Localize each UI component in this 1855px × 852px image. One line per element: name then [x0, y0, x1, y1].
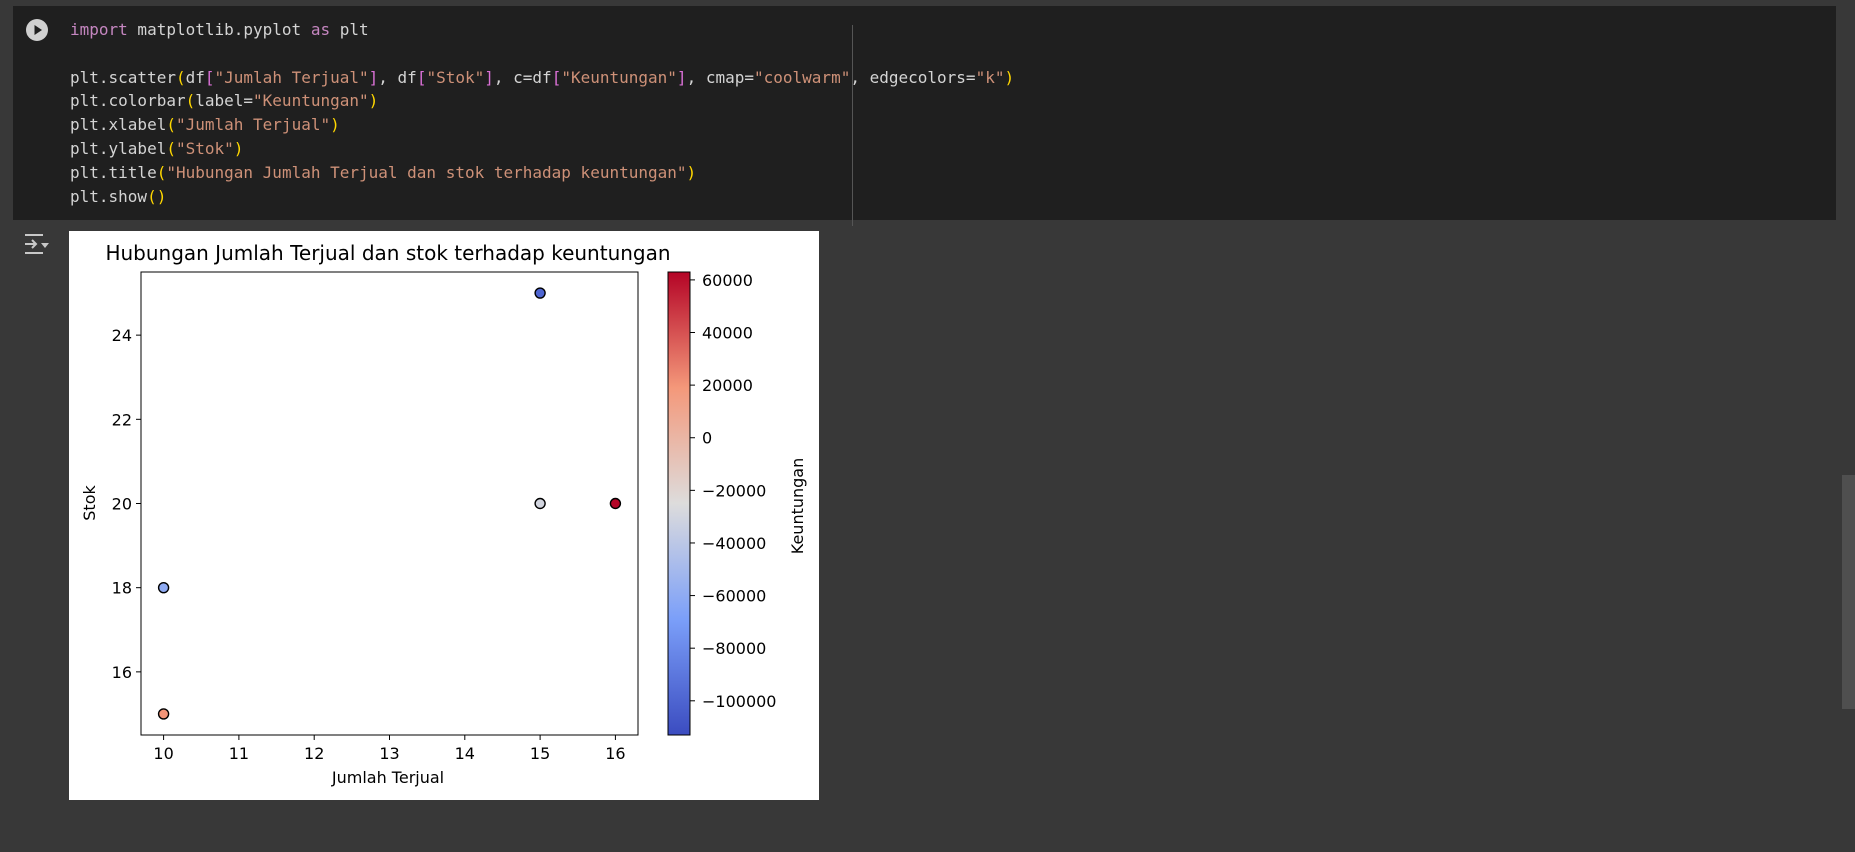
colorbar-tick-label: −100000 [702, 692, 776, 711]
play-circle-icon[interactable] [25, 18, 49, 42]
output-toggle-icon[interactable] [22, 230, 50, 258]
code-line: plt.title("Hubungan Jumlah Terjual dan s… [70, 162, 697, 182]
x-tick-label: 12 [304, 744, 324, 763]
x-tick-label: 11 [229, 744, 249, 763]
x-axis: 10 11 12 13 14 15 16 [153, 735, 626, 763]
y-tick-label: 22 [112, 410, 132, 429]
plot-output: Hubungan Jumlah Terjual dan stok terhada… [69, 231, 819, 800]
colorbar-label: Keuntungan [788, 458, 807, 554]
y-axis-label: Stok [80, 485, 99, 521]
colorbar-tick-label: 0 [702, 429, 712, 448]
code-line: plt.ylabel("Stok") [70, 138, 244, 158]
x-axis-label: Jumlah Terjual [331, 768, 444, 787]
data-point [157, 708, 170, 720]
y-tick-label: 20 [112, 495, 132, 514]
x-tick-label: 15 [530, 744, 550, 763]
chart-title: Hubungan Jumlah Terjual dan stok terhada… [105, 241, 670, 265]
scrollbar-thumb[interactable] [1842, 475, 1855, 709]
line-length-ruler [852, 25, 853, 226]
y-tick-label: 18 [112, 579, 132, 598]
colorbar [667, 271, 691, 736]
colorbar-tick-label: 60000 [702, 271, 753, 290]
colorbar-tick-label: −20000 [702, 481, 766, 500]
data-point [534, 287, 546, 299]
code-cell[interactable]: import matplotlib.pyplot as plt ​plt.scat… [13, 6, 1836, 226]
colorbar-tick-label: −60000 [702, 587, 766, 606]
x-tick-label: 13 [379, 744, 399, 763]
x-tick-label: 16 [605, 744, 625, 763]
data-point [534, 497, 546, 510]
colorbar-tick-label: −80000 [702, 639, 766, 658]
x-tick-label: 14 [455, 744, 475, 763]
y-tick-label: 24 [112, 326, 132, 345]
data-point [157, 581, 170, 594]
colorbar-tick-label: 40000 [702, 324, 753, 343]
code-line: import matplotlib.pyplot as plt [70, 20, 369, 39]
scatter-points [157, 287, 622, 720]
code-line: plt.scatter(df["Jumlah Terjual"], df["St… [70, 67, 1015, 87]
y-tick-label: 16 [112, 663, 132, 682]
code-editor[interactable]: import matplotlib.pyplot as plt ​plt.scat… [70, 18, 1014, 208]
plot-area [140, 271, 639, 736]
code-line: plt.xlabel("Jumlah Terjual") [70, 115, 340, 135]
x-tick-label: 10 [153, 744, 173, 763]
code-line: plt.show() [70, 186, 167, 206]
code-line: ​ [70, 42, 1014, 66]
colorbar-axis: 60000 40000 20000 0 −20000 −40000 −60000 −80000… [690, 271, 776, 711]
code-line: plt.colorbar(label="Keuntungan") [70, 91, 379, 111]
colorbar-tick-label: −40000 [702, 534, 766, 553]
colorbar-tick-label: 20000 [702, 376, 753, 395]
scatter-chart: Hubungan Jumlah Terjual dan stok terhada… [80, 241, 807, 787]
data-point [609, 497, 622, 510]
y-axis: 16 18 20 22 24 [112, 326, 141, 682]
